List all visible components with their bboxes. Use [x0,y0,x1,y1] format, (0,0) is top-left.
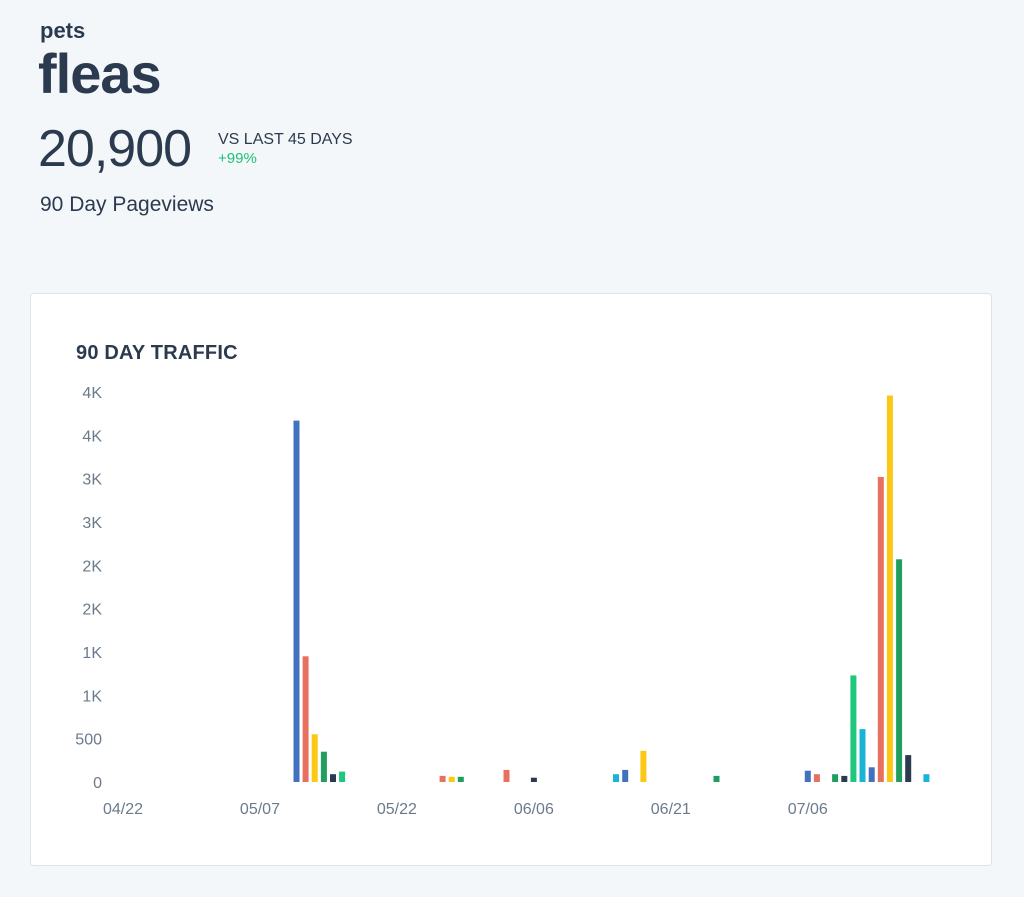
pageviews-label: 90 Day Pageviews [40,193,214,216]
traffic-bar[interactable] [613,774,619,782]
traffic-bar[interactable] [622,769,629,782]
traffic-chart: 0 500 1K 1K 2K 2K 3K 3K 4K 4K 04/22 05/07 05/22 06/0… [75,385,930,818]
traffic-bar[interactable] [905,755,912,782]
y-tick-label: 2K [82,558,102,575]
y-tick-label: 1K [82,688,102,705]
comparison-label: VS LAST 45 DAYS [218,131,353,148]
topic-title: fleas [38,42,162,105]
bar-series [293,395,930,783]
traffic-bar[interactable] [302,656,309,782]
traffic-bar[interactable] [923,774,930,782]
traffic-bar[interactable] [877,476,884,782]
x-tick-label: 04/22 [103,801,143,818]
traffic-bar[interactable] [503,769,510,782]
traffic-bar[interactable] [886,395,893,783]
y-tick-label: 3K [82,515,102,532]
traffic-bar[interactable] [293,420,300,782]
traffic-bar[interactable] [896,559,903,782]
y-axis: 0 500 1K 1K 2K 2K 3K 3K 4K 4K [75,385,102,792]
chart-title: 90 DAY TRAFFIC [76,342,238,364]
traffic-bar[interactable] [339,771,346,782]
x-tick-label: 05/07 [240,801,280,818]
x-tick-label: 05/22 [377,801,417,818]
pageviews-total: 20,900 [38,120,192,178]
traffic-bar[interactable] [439,775,446,782]
y-tick-label: 2K [82,602,102,619]
y-tick-label: 1K [82,645,102,662]
category-label[interactable]: pets [40,18,86,43]
traffic-bar[interactable] [330,774,336,782]
traffic-bar[interactable] [448,776,455,782]
traffic-bar[interactable] [320,751,327,782]
x-tick-label: 06/21 [651,801,691,818]
traffic-bar[interactable] [311,734,318,782]
traffic-card: 90 DAY TRAFFIC 0 500 1K 1K 2K 2K 3K 3K 4K 4K 04/2… [30,293,992,866]
y-tick-label: 0 [93,775,102,792]
traffic-bar[interactable] [813,774,820,782]
traffic-bar[interactable] [804,770,811,782]
traffic-bar[interactable] [868,767,875,782]
y-tick-label: 4K [82,428,102,445]
y-tick-label: 3K [82,472,102,489]
traffic-bar[interactable] [859,729,866,782]
comparison-block: VS LAST 45 DAYS +99% [218,130,353,168]
traffic-bar[interactable] [530,777,537,782]
y-tick-label: 500 [75,732,102,749]
x-tick-label: 06/06 [514,801,554,818]
x-tick-label: 07/06 [788,801,828,818]
comparison-change: +99% [218,150,257,167]
traffic-bar[interactable] [457,776,464,782]
traffic-bar[interactable] [841,775,848,782]
traffic-bar[interactable] [850,675,857,782]
x-axis: 04/22 05/07 05/22 06/06 06/21 07/06 [103,801,828,818]
traffic-bar[interactable] [832,774,839,782]
y-tick-label: 4K [82,385,102,402]
traffic-bar[interactable] [640,750,647,782]
traffic-bar[interactable] [713,775,720,782]
